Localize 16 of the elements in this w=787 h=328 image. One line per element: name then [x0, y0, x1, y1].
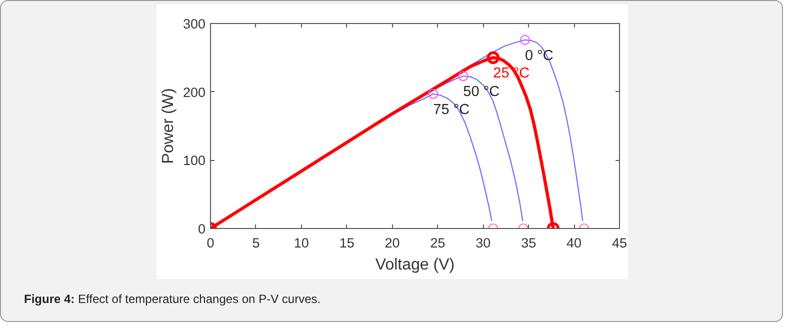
x-tick-label: 30 — [476, 236, 491, 250]
x-tick-label: 10 — [294, 236, 309, 250]
y-tick-label: 300 — [182, 16, 206, 32]
x-tick-label: 40 — [566, 236, 582, 250]
x-tick-label: 45 — [612, 236, 628, 250]
x-tick-label: 25 — [430, 236, 446, 250]
y-tick-label: 0 — [198, 222, 206, 236]
x-axis-title: Voltage (V) — [375, 256, 455, 274]
x-tick-label: 35 — [521, 236, 536, 250]
x-tick-label: 15 — [339, 236, 354, 250]
y-axis-title: Power (W) — [160, 88, 177, 164]
x-tick-label: 20 — [384, 236, 400, 250]
y-tick-label: 100 — [182, 153, 206, 168]
caption: Figure 4: Effect of temperature changes on P-V curves. — [24, 291, 321, 308]
x-tick-label: 5 — [252, 236, 260, 250]
y-tick-label: 200 — [182, 84, 206, 100]
